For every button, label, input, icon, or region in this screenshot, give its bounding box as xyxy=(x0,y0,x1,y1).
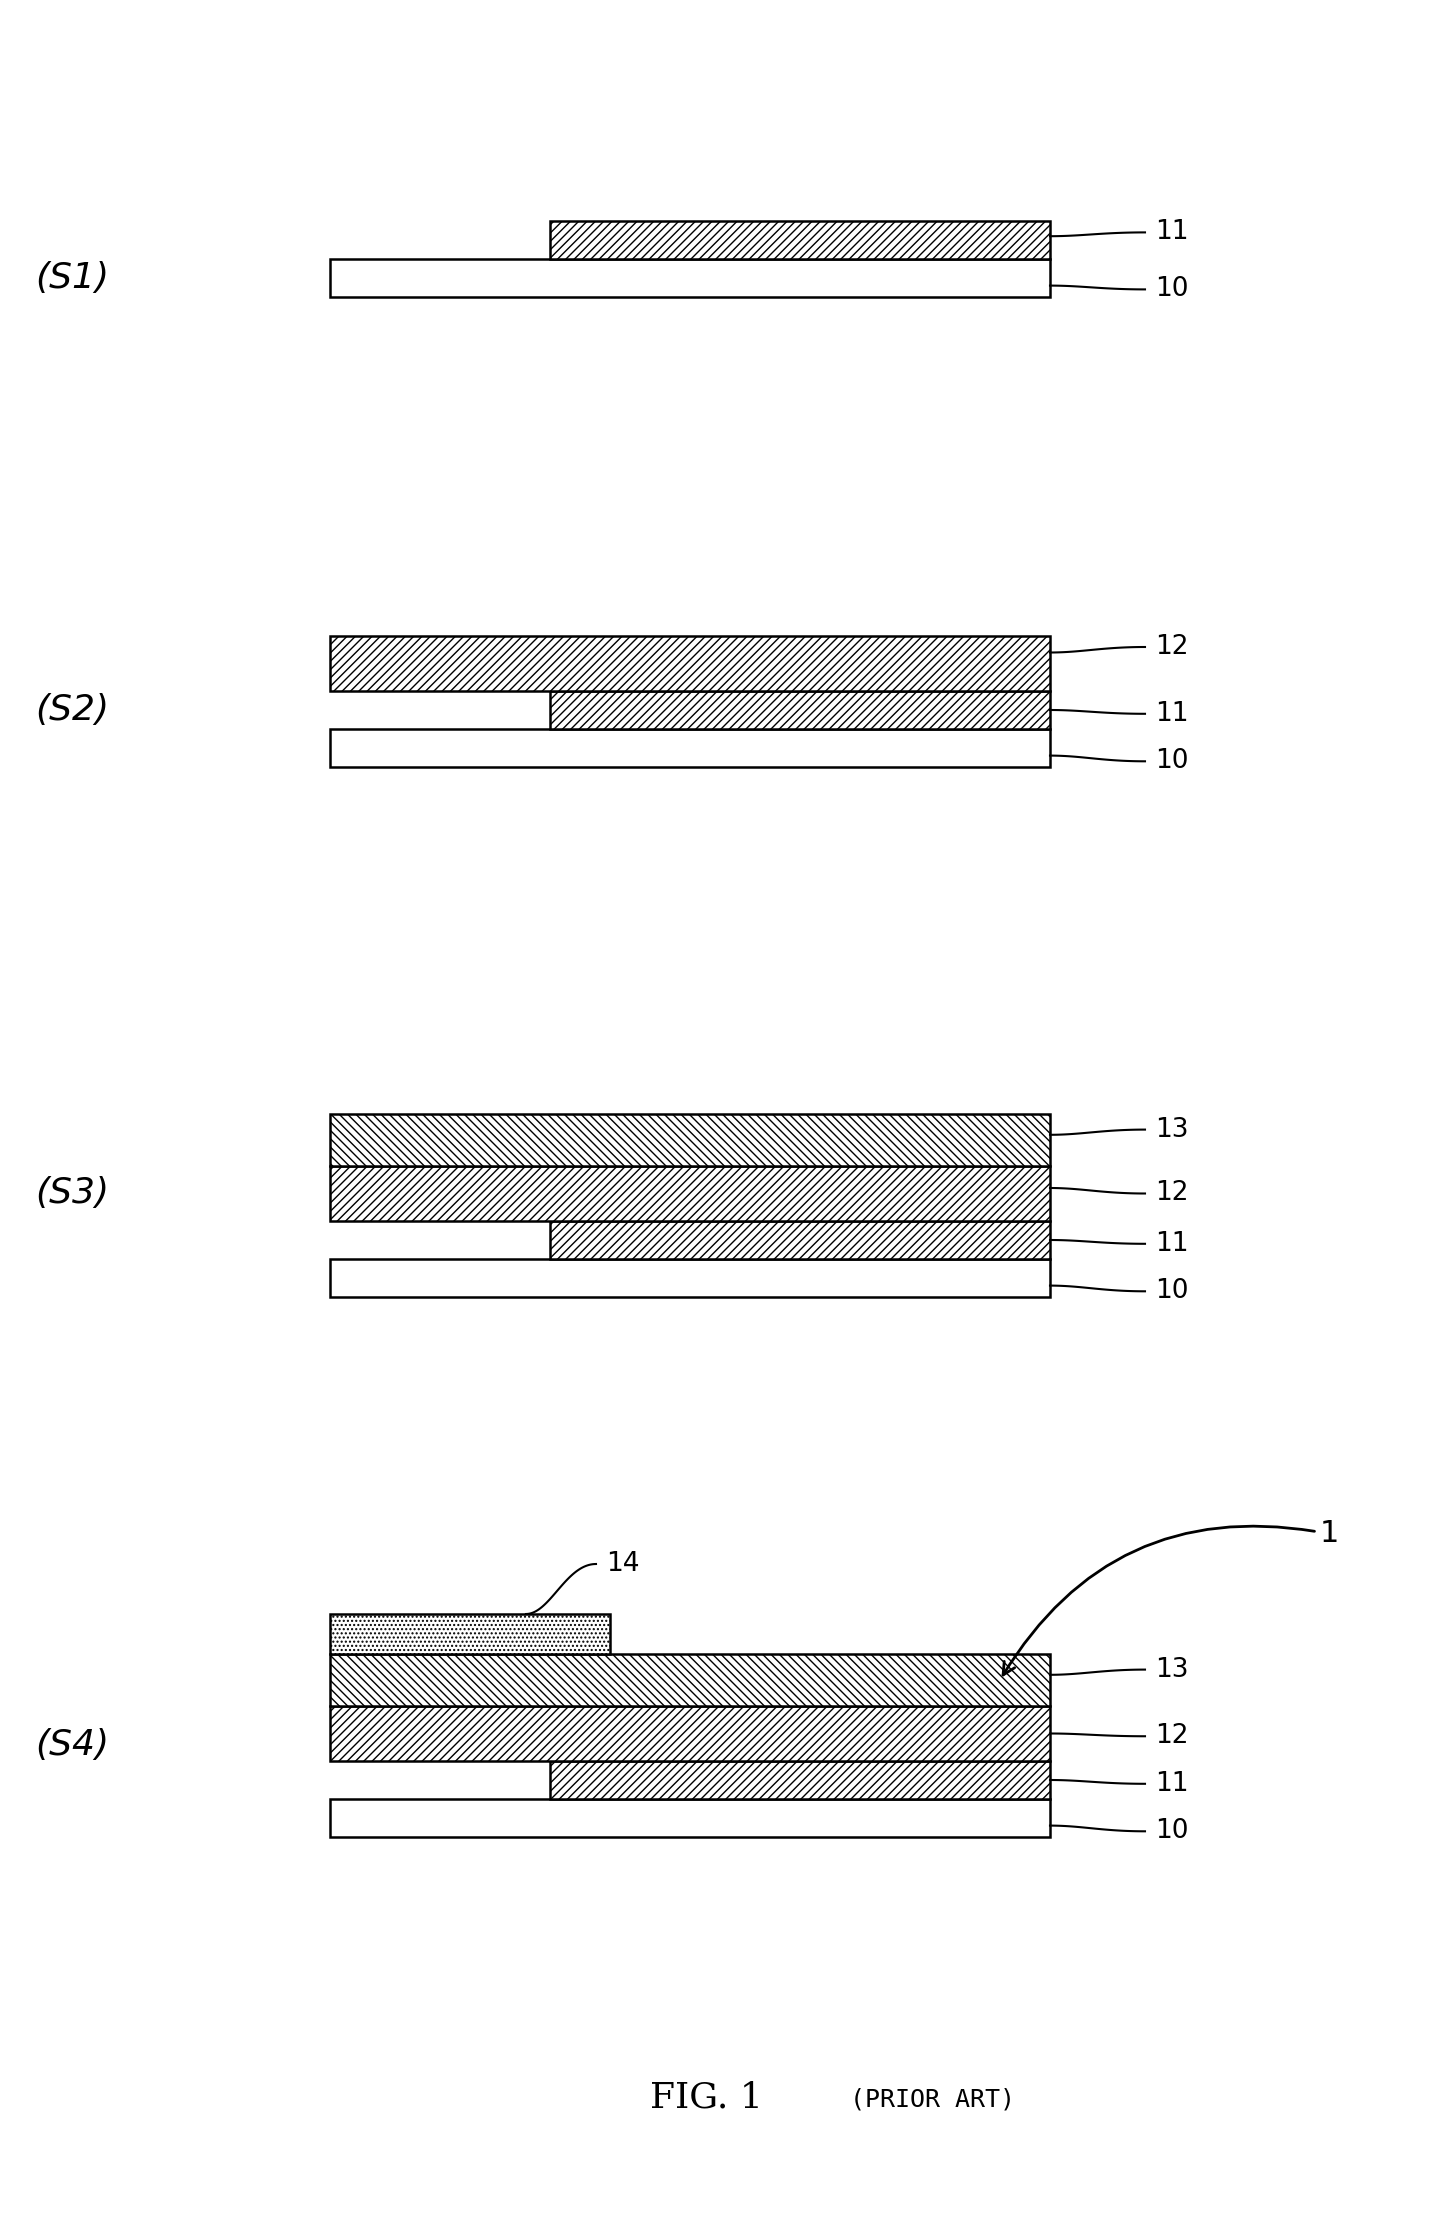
Text: 13: 13 xyxy=(1154,1656,1189,1683)
Text: 12: 12 xyxy=(1154,634,1189,661)
Bar xyxy=(550,1760,1051,1798)
Text: 11: 11 xyxy=(1154,219,1189,246)
Text: 10: 10 xyxy=(1154,749,1189,774)
Text: (S2): (S2) xyxy=(35,694,110,727)
Text: (S4): (S4) xyxy=(35,1727,110,1763)
Bar xyxy=(550,222,1051,259)
Bar xyxy=(550,692,1051,729)
Bar xyxy=(330,636,1051,692)
Text: FIG. 1: FIG. 1 xyxy=(649,2080,763,2115)
Bar xyxy=(330,1614,610,1654)
Text: 12: 12 xyxy=(1154,1723,1189,1749)
Text: 11: 11 xyxy=(1154,1771,1189,1796)
Text: (S1): (S1) xyxy=(35,262,110,295)
Text: 10: 10 xyxy=(1154,277,1189,302)
Bar xyxy=(330,259,1051,297)
Bar xyxy=(330,1259,1051,1297)
Text: (S3): (S3) xyxy=(35,1177,110,1210)
Text: 14: 14 xyxy=(606,1552,639,1576)
Text: 1: 1 xyxy=(1003,1519,1339,1676)
Text: 10: 10 xyxy=(1154,1279,1189,1304)
Bar xyxy=(330,1707,1051,1760)
Bar xyxy=(330,1654,1051,1707)
Bar xyxy=(550,1222,1051,1259)
Bar xyxy=(330,1113,1051,1166)
Bar xyxy=(330,729,1051,767)
Bar xyxy=(330,1166,1051,1222)
Text: (PRIOR ART): (PRIOR ART) xyxy=(835,2086,1014,2111)
Bar xyxy=(330,1798,1051,1838)
Text: 12: 12 xyxy=(1154,1179,1189,1206)
Text: 10: 10 xyxy=(1154,1818,1189,1845)
Text: 11: 11 xyxy=(1154,701,1189,727)
Text: 11: 11 xyxy=(1154,1230,1189,1257)
Text: 13: 13 xyxy=(1154,1117,1189,1142)
